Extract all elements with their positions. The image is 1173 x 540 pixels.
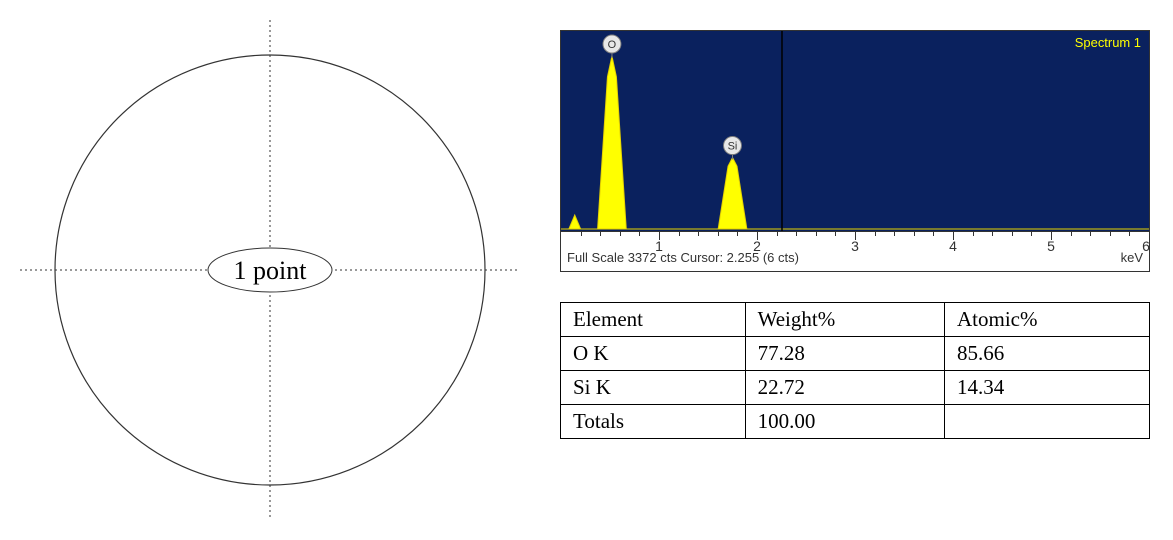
diagram-svg: 1 point (20, 20, 520, 520)
axis-tick-minor (1090, 232, 1091, 236)
table-header-cell: Weight% (745, 303, 944, 337)
table-row: Totals100.00 (561, 405, 1150, 439)
svg-text:Si: Si (728, 141, 738, 153)
main-container: 1 point OSiSpectrum 1 123456 Full Scale … (20, 20, 1153, 520)
axis-tick-minor (737, 232, 738, 236)
axis-tick-minor (698, 232, 699, 236)
table-cell: 85.66 (945, 337, 1150, 371)
axis-tick-minor (718, 232, 719, 236)
svg-text:O: O (608, 39, 617, 51)
axis-tick-minor (581, 232, 582, 236)
axis-caption-right: keV (1121, 250, 1143, 265)
table-header-row: ElementWeight%Atomic% (561, 303, 1150, 337)
axis-tick-minor (620, 232, 621, 236)
table-header-cell: Element (561, 303, 746, 337)
spectrum-wrapper: OSiSpectrum 1 123456 Full Scale 3372 cts… (560, 30, 1150, 272)
axis-caption-left: Full Scale 3372 cts Cursor: 2.255 (6 cts… (567, 250, 799, 265)
spectrum-bg (561, 31, 1149, 231)
axis-tick-label: 3 (851, 238, 859, 254)
axis-tick-minor (777, 232, 778, 236)
axis-tick-label: 6 (1142, 238, 1150, 254)
axis-tick-minor (914, 232, 915, 236)
table-cell: 77.28 (745, 337, 944, 371)
axis-tick-minor (1031, 232, 1032, 236)
axis-tick-minor (1129, 232, 1130, 236)
diagram-panel: 1 point (20, 20, 520, 520)
table-cell: 14.34 (945, 371, 1150, 405)
axis-tick-minor (796, 232, 797, 236)
table-cell: 100.00 (745, 405, 944, 439)
axis-tick-minor (973, 232, 974, 236)
axis-tick-label: 1 (655, 238, 663, 254)
table-row: Si K22.7214.34 (561, 371, 1150, 405)
axis-tick-minor (992, 232, 993, 236)
spectrum-svg: O Si Spectrum 1 (561, 31, 1149, 231)
axis-tick-minor (816, 232, 817, 236)
table-cell (945, 405, 1150, 439)
results-table: ElementWeight%Atomic%O K77.2885.66Si K22… (560, 302, 1150, 439)
spectrum-axis: 123456 Full Scale 3372 cts Cursor: 2.255… (561, 231, 1149, 271)
axis-tick-minor (894, 232, 895, 236)
axis-ticks: 123456 (561, 231, 1149, 250)
axis-tick-minor (1071, 232, 1072, 236)
axis-tick-minor (835, 232, 836, 236)
table-cell: Totals (561, 405, 746, 439)
table-header-cell: Atomic% (945, 303, 1150, 337)
axis-tick-label: 5 (1047, 238, 1055, 254)
spectrum-plot: O Si Spectrum 1 (561, 31, 1149, 231)
axis-tick-minor (639, 232, 640, 236)
table-cell: 22.72 (745, 371, 944, 405)
right-panel: OSiSpectrum 1 123456 Full Scale 3372 cts… (560, 20, 1150, 439)
table-cell: O K (561, 337, 746, 371)
axis-tick-label: 2 (753, 238, 761, 254)
center-label-text: 1 point (234, 256, 308, 285)
axis-tick-minor (933, 232, 934, 236)
axis-tick-label: 4 (949, 238, 957, 254)
axis-tick-minor (679, 232, 680, 236)
axis-tick-minor (1012, 232, 1013, 236)
table-row: O K77.2885.66 (561, 337, 1150, 371)
table-cell: Si K (561, 371, 746, 405)
axis-tick-minor (875, 232, 876, 236)
axis-tick-minor (600, 232, 601, 236)
axis-tick-minor (1110, 232, 1111, 236)
spectrum-title: Spectrum 1 (1075, 35, 1141, 50)
